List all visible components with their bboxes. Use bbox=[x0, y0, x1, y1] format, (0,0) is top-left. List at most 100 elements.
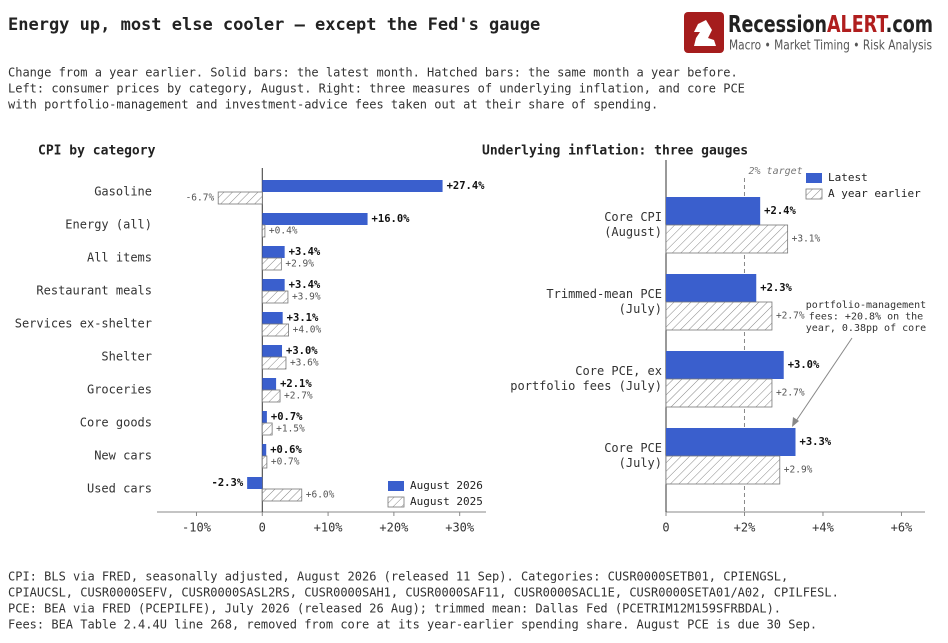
annotation-arrow bbox=[793, 337, 853, 425]
annotation: fees: +20.8% on the bbox=[809, 312, 923, 323]
y-tick-label: Core CPI bbox=[604, 210, 662, 224]
bar bbox=[261, 422, 273, 436]
x-tick-label: 0 bbox=[259, 521, 266, 535]
y-tick-label: Trimmed-mean PCE bbox=[546, 287, 662, 301]
logo-tagline: Macro • Market Timing • Risk Analysis bbox=[729, 39, 932, 54]
y-tick-label: Used cars bbox=[87, 482, 152, 496]
bar bbox=[262, 180, 443, 192]
value-label: +3.3% bbox=[800, 436, 832, 448]
value-label: +3.4% bbox=[289, 246, 321, 258]
x-tick-label: +20% bbox=[379, 521, 409, 535]
legend-label: August 2026 bbox=[410, 479, 483, 492]
bar bbox=[261, 323, 289, 337]
value-label: +3.1% bbox=[287, 312, 319, 324]
bar bbox=[666, 197, 761, 225]
bar bbox=[261, 290, 289, 304]
value-label: -2.3% bbox=[212, 477, 244, 489]
value-label: +2.7% bbox=[776, 388, 805, 399]
value-label: +0.7% bbox=[271, 457, 300, 468]
value-label: +3.6% bbox=[290, 358, 319, 369]
bar bbox=[665, 455, 781, 485]
legend-swatch bbox=[387, 496, 405, 508]
bar bbox=[262, 279, 285, 291]
bar bbox=[262, 213, 368, 225]
bar bbox=[261, 356, 287, 370]
bar bbox=[261, 389, 281, 403]
footnote: Fees: BEA Table 2.4.4U line 268, removed… bbox=[8, 618, 817, 632]
value-label: +4.0% bbox=[293, 325, 322, 336]
legend-swatch bbox=[388, 481, 404, 491]
legend-label: A year earlier bbox=[828, 187, 921, 200]
reference-label: 2% target bbox=[748, 166, 802, 177]
value-label: -6.7% bbox=[186, 193, 215, 204]
value-label: +3.4% bbox=[289, 279, 321, 291]
bar bbox=[261, 224, 266, 238]
value-label: +2.1% bbox=[280, 378, 312, 390]
bar bbox=[262, 444, 267, 456]
value-label: +2.4% bbox=[764, 205, 796, 217]
bar bbox=[665, 378, 773, 408]
title: Energy up, most else cooler — except the… bbox=[8, 15, 540, 35]
bar bbox=[262, 312, 283, 324]
legend-swatch bbox=[806, 173, 822, 183]
bar bbox=[262, 246, 285, 258]
annotation: year, 0.38pp of core bbox=[806, 323, 926, 334]
value-label: +2.7% bbox=[284, 391, 313, 402]
bar bbox=[261, 257, 282, 271]
bar bbox=[261, 455, 268, 469]
x-tick-label: 0 bbox=[662, 521, 669, 535]
value-label: +1.5% bbox=[276, 424, 305, 435]
y-tick-label: Shelter bbox=[101, 350, 152, 364]
bar bbox=[217, 191, 263, 205]
value-label: +0.4% bbox=[269, 226, 298, 237]
x-tick-label: +4% bbox=[812, 521, 834, 535]
bar bbox=[665, 224, 789, 254]
y-tick-label: (August) bbox=[604, 225, 662, 239]
x-tick-label: +30% bbox=[445, 521, 475, 535]
value-label: +6.0% bbox=[306, 490, 335, 501]
value-label: +3.9% bbox=[292, 292, 321, 303]
x-tick-label: +10% bbox=[314, 521, 344, 535]
y-tick-label: Groceries bbox=[87, 383, 152, 397]
logo-name-part: .com bbox=[886, 12, 933, 38]
y-tick-label: Gasoline bbox=[94, 185, 152, 199]
logo-name-part: ALERT bbox=[827, 12, 889, 38]
legend-label: August 2025 bbox=[410, 495, 483, 508]
value-label: +27.4% bbox=[447, 180, 486, 192]
logo-knight bbox=[694, 20, 716, 46]
value-label: +3.0% bbox=[788, 359, 820, 371]
subtitle: Change from a year earlier. Solid bars: … bbox=[8, 66, 738, 80]
logo-name-part: Recession bbox=[728, 12, 827, 38]
y-tick-label: New cars bbox=[94, 449, 152, 463]
bar bbox=[666, 274, 757, 302]
value-label: +3.1% bbox=[792, 234, 821, 245]
value-label: +3.0% bbox=[286, 345, 318, 357]
bar bbox=[665, 301, 773, 331]
footnote: CPIAUCSL, CUSR0000SEFV, CUSR0000SASL2RS,… bbox=[8, 586, 839, 600]
x-tick-label: -10% bbox=[182, 521, 212, 535]
bar bbox=[262, 378, 277, 390]
y-tick-label: (July) bbox=[619, 456, 662, 470]
y-tick-label: (July) bbox=[619, 302, 662, 316]
y-tick-label: Services ex-shelter bbox=[15, 317, 152, 331]
x-tick-label: +2% bbox=[734, 521, 756, 535]
chart-title: Underlying inflation: three gauges bbox=[482, 144, 748, 159]
y-tick-label: Core PCE, ex bbox=[575, 364, 662, 378]
y-tick-label: All items bbox=[87, 251, 152, 265]
y-tick-label: Energy (all) bbox=[65, 218, 152, 232]
value-label: +2.9% bbox=[784, 465, 813, 476]
legend-swatch bbox=[805, 188, 823, 200]
subtitle: with portfolio-management and investment… bbox=[8, 98, 658, 112]
value-label: +2.9% bbox=[285, 259, 314, 270]
chart-title: CPI by category bbox=[38, 144, 156, 159]
value-label: +2.3% bbox=[760, 282, 792, 294]
value-label: +0.7% bbox=[271, 411, 303, 423]
bar bbox=[666, 351, 784, 379]
annotation: portfolio-management bbox=[806, 300, 926, 311]
legend-label: Latest bbox=[828, 171, 868, 184]
logo: RecessionALERT.com Macro • Market Timing… bbox=[684, 12, 933, 54]
bar bbox=[247, 477, 263, 489]
y-tick-label: Core goods bbox=[80, 416, 152, 430]
footnote: CPI: BLS via FRED, seasonally adjusted, … bbox=[8, 570, 788, 584]
